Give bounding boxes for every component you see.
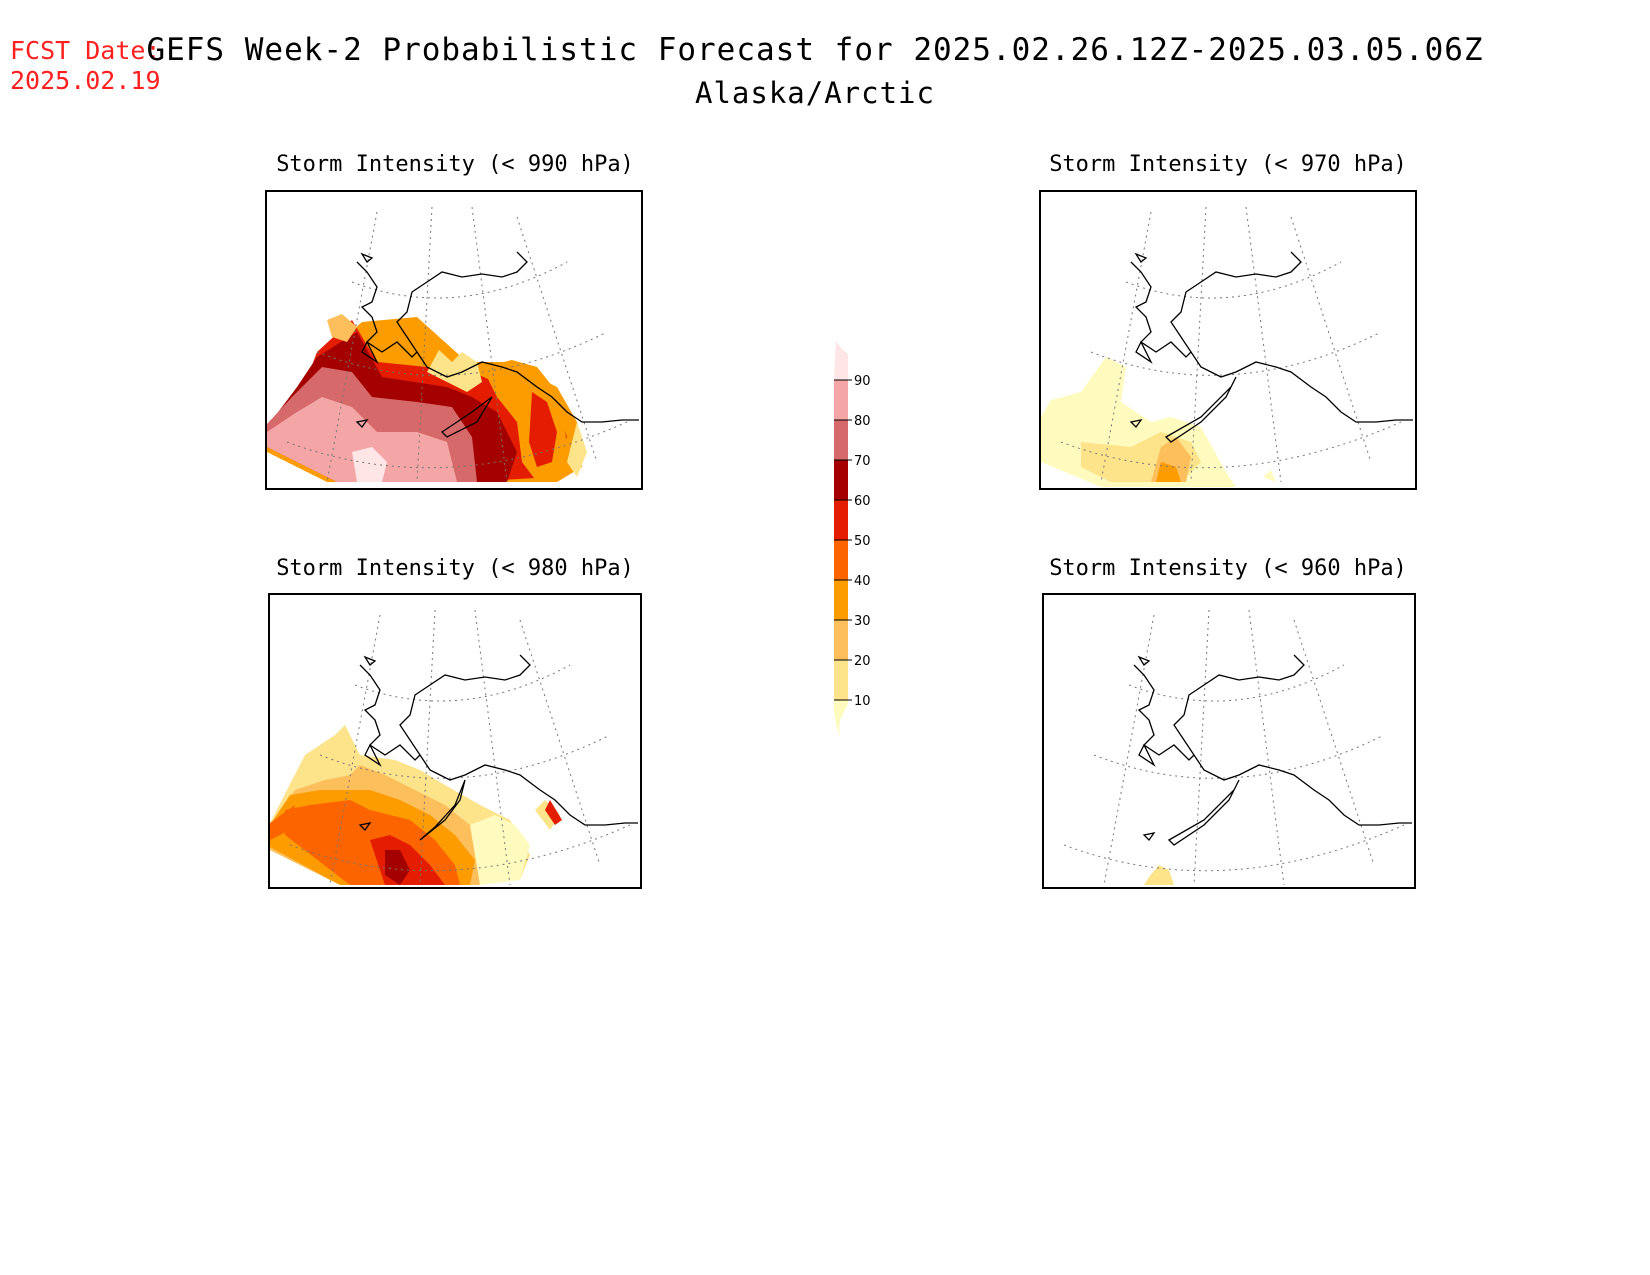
coastline <box>355 251 639 438</box>
coastline <box>358 654 638 841</box>
legend-label: 40 <box>854 574 871 589</box>
lat-lon-grid <box>1060 206 1402 483</box>
legend-label: 90 <box>854 374 871 389</box>
forecast-contours <box>1144 865 1174 885</box>
panel-title-990: Storm Intensity (< 990 hPa) <box>276 152 634 177</box>
legend-boxes <box>834 340 848 740</box>
legend-swatch <box>834 380 848 420</box>
lat-lon-grid <box>286 206 628 483</box>
legend-label: 20 <box>854 654 871 669</box>
lat-lon-grid <box>1063 609 1405 886</box>
main-title: GEFS Week-2 Probabilistic Forecast for 2… <box>146 32 1484 68</box>
forecast-contours <box>1041 357 1276 487</box>
map-panel-980 <box>268 593 642 889</box>
legend-swatch <box>834 420 848 460</box>
legend-swatch <box>834 580 848 620</box>
panel-title-980: Storm Intensity (< 980 hPa) <box>276 556 634 581</box>
forecast-contours <box>270 725 562 885</box>
legend-swatch <box>834 700 848 740</box>
legend-label: 60 <box>854 494 871 509</box>
legend-swatch <box>834 500 848 540</box>
legend-label: 50 <box>854 534 871 549</box>
forecast-date: FCST Date: 2025.02.19 <box>10 36 161 96</box>
coastline <box>1129 251 1413 443</box>
legend-label: 70 <box>854 454 871 469</box>
map-panel-970 <box>1039 190 1417 490</box>
legend-swatch <box>834 540 848 580</box>
legend-swatch <box>834 620 848 660</box>
forecast-contours <box>267 314 587 482</box>
map-panel-990 <box>265 190 643 490</box>
legend-labels: 10 20 30 40 50 60 70 80 90 <box>834 374 871 709</box>
panel-title-970: Storm Intensity (< 970 hPa) <box>1049 152 1407 177</box>
map-panel-960 <box>1042 593 1416 889</box>
legend-swatch <box>834 460 848 500</box>
legend-label: 80 <box>854 414 871 429</box>
fcst-date-label: FCST Date: <box>10 36 161 65</box>
coastline <box>1133 654 1412 846</box>
legend-label: 10 <box>854 694 871 709</box>
legend-label: 30 <box>854 614 871 629</box>
region-subtitle: Alaska/Arctic <box>695 76 935 110</box>
legend-swatch <box>834 340 848 380</box>
panel-title-960: Storm Intensity (< 960 hPa) <box>1049 556 1407 581</box>
lat-lon-grid <box>289 609 631 886</box>
fcst-date-value: 2025.02.19 <box>10 66 161 95</box>
legend-swatch <box>834 660 848 700</box>
color-legend: 10 20 30 40 50 60 70 80 90 <box>834 340 871 740</box>
